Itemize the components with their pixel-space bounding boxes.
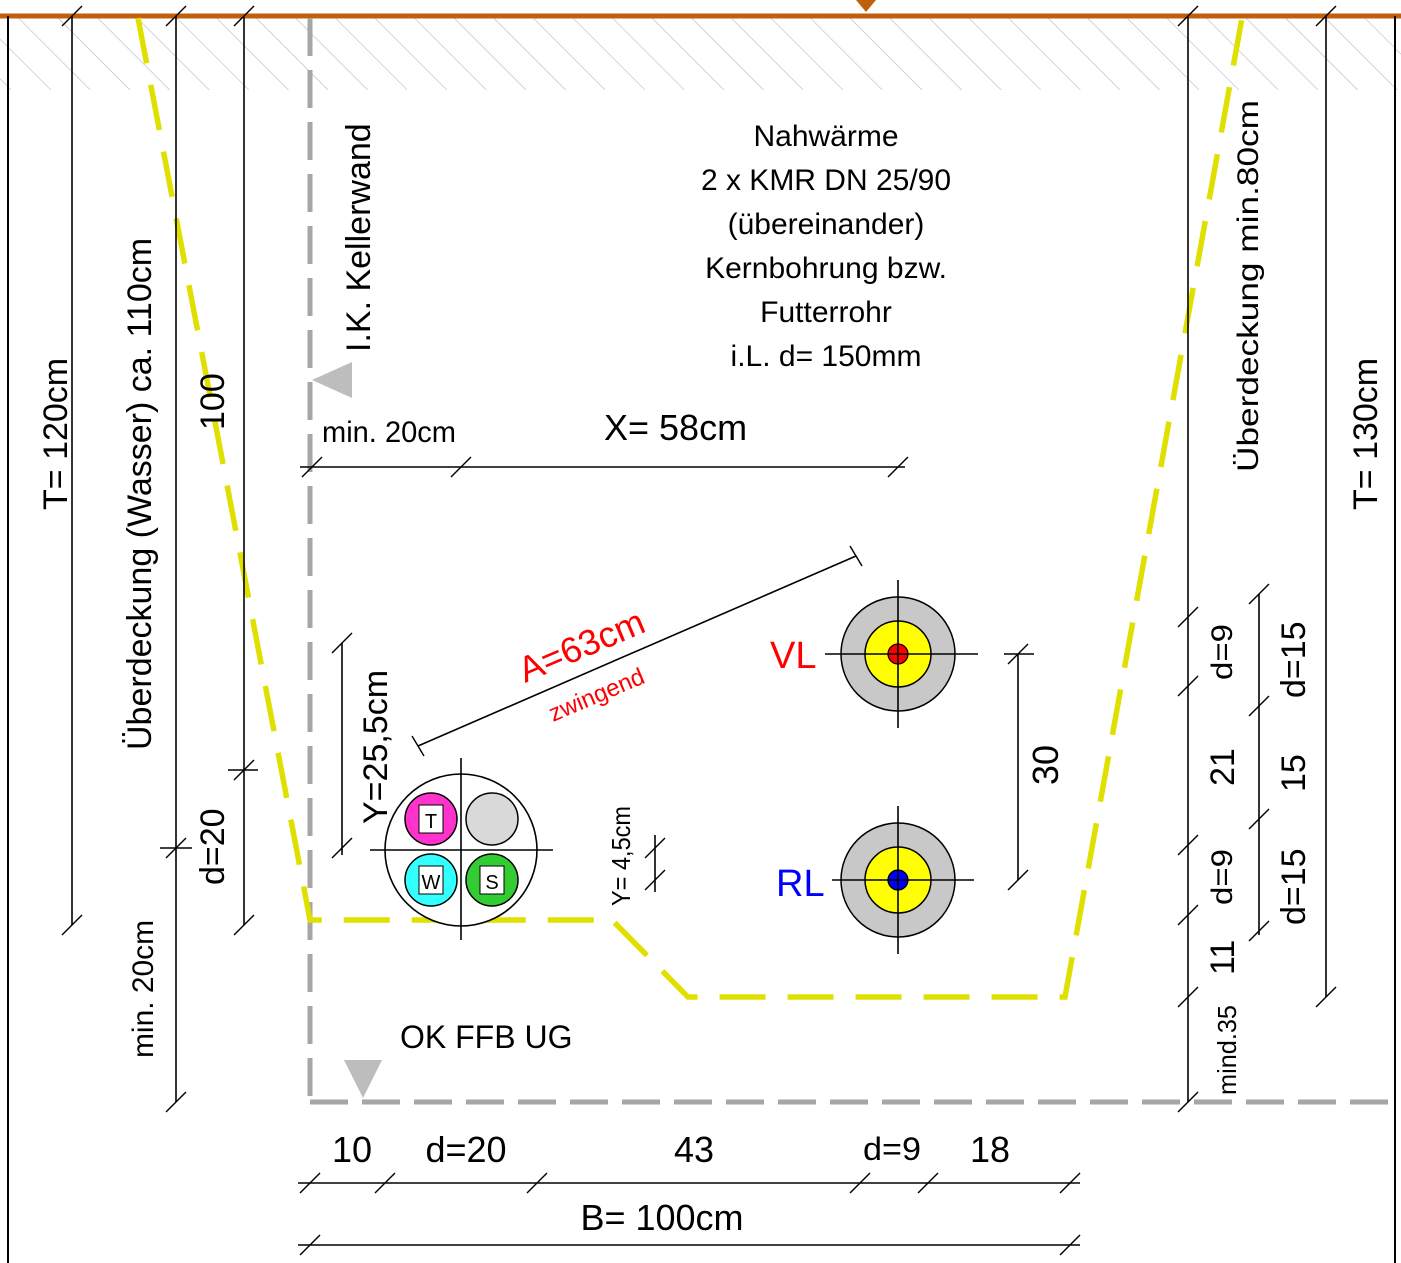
right-21-label: 21	[1204, 748, 1242, 786]
dim-a-line	[411, 545, 863, 757]
bottom-10-label: 10	[332, 1129, 372, 1170]
wall-level-marker-icon	[312, 362, 352, 398]
dim-y45-line	[644, 835, 666, 892]
dim-cover-water	[160, 5, 192, 1113]
bottom-18-label: 18	[970, 1129, 1010, 1170]
title-line-1: Nahwärme	[753, 120, 898, 153]
services-bundle: T W S	[370, 758, 553, 940]
dim-x-line	[300, 456, 909, 478]
bottom-d20-label: d=20	[425, 1129, 506, 1170]
dim-min20-left-label: min. 20cm	[127, 920, 160, 1058]
right-mind35-label: mind.35	[1212, 1005, 1242, 1095]
title-line-4: Kernbohrung bzw.	[705, 252, 947, 285]
pipe-vl	[825, 580, 978, 728]
bottom-d9-label: d=9	[863, 1131, 921, 1167]
cover-min-label: Überdeckung min.80cm	[1232, 100, 1265, 472]
floor-level-marker-icon	[344, 1060, 382, 1098]
conduit-empty-icon	[465, 792, 519, 846]
dim-d20-left-label: d=20	[194, 808, 232, 885]
depth-right-label: T= 130cm	[1347, 358, 1385, 510]
dim-t130-right	[1315, 5, 1337, 1008]
trench-outline	[135, 17, 1245, 1000]
dim-bottom-total	[298, 1234, 1081, 1256]
right-d15-bot-label: d=15	[1275, 848, 1313, 925]
title-line-5: Futterrohr	[760, 296, 892, 329]
dim-30-line	[1004, 643, 1034, 891]
title-block: Nahwärme 2 x KMR DN 25/90 (übereinander)…	[701, 120, 951, 373]
title-line-3: (übereinander)	[728, 208, 925, 241]
dim-min20-top-label: min. 20cm	[322, 416, 456, 449]
dim-100-left	[228, 5, 258, 936]
ground-marker-icon	[856, 0, 876, 12]
bottom-43-label: 43	[674, 1129, 714, 1170]
right-11-label: 11	[1204, 940, 1242, 975]
conduit-w-letter: W	[422, 872, 441, 894]
vl-label: VL	[770, 635, 816, 677]
right-d15-top-label: d=15	[1275, 621, 1313, 698]
right-d9-bot-label: d=9	[1206, 849, 1239, 905]
conduit-t-letter: T	[425, 811, 437, 833]
right-d9-top-label: d=9	[1206, 624, 1239, 680]
dim-x-label: X= 58cm	[604, 407, 747, 448]
dim-y-line	[331, 632, 353, 859]
conduit-s-letter: S	[485, 872, 498, 894]
dim-y-label: Y=25,5cm	[357, 670, 395, 824]
pipe-rl	[832, 806, 974, 954]
soil-hatching	[0, 16, 1401, 90]
dim-y45-label: Y= 4,5cm	[606, 806, 636, 906]
dim-bottom-segments	[298, 1172, 1081, 1194]
dim-right-stack	[1177, 5, 1199, 1113]
floor-label: OK FFB UG	[400, 1019, 572, 1055]
title-line-6: i.L. d= 150mm	[731, 340, 922, 373]
bottom-total-label: B= 100cm	[580, 1197, 743, 1238]
title-line-2: 2 x KMR DN 25/90	[701, 164, 951, 197]
depth-left-label: T= 120cm	[37, 358, 75, 510]
rl-label: RL	[776, 863, 825, 905]
right-15-label: 15	[1275, 754, 1313, 792]
cover-water-label: Überdeckung (Wasser) ca. 110cm	[121, 238, 159, 750]
dim-right-15-stack	[1248, 583, 1270, 942]
wall-label: I.K. Kellerwand	[340, 123, 378, 352]
dim-30-label: 30	[1025, 745, 1066, 785]
dim-100-label: 100	[194, 373, 232, 430]
dim-t120-left	[61, 5, 83, 936]
